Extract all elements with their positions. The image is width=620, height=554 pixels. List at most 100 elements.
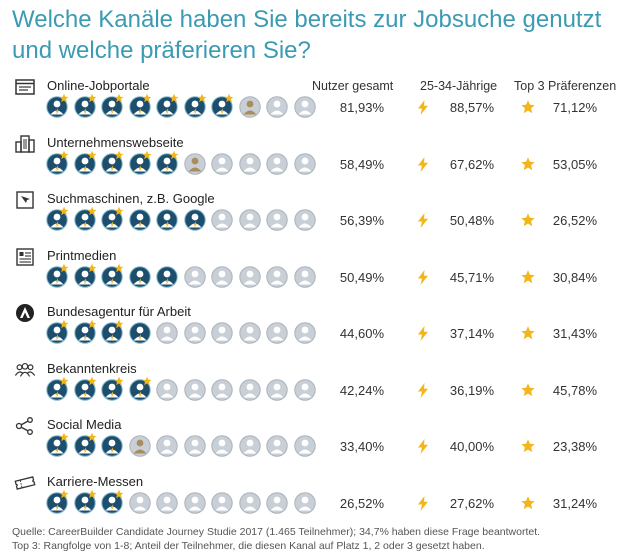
person-filled-icon	[101, 489, 124, 514]
value-total: 50,49%	[339, 269, 384, 285]
person-empty-icon	[266, 435, 288, 457]
person-empty-icon	[156, 378, 178, 401]
channel-label: Bekanntenkreis	[47, 360, 137, 376]
person-empty-icon	[266, 322, 288, 344]
person-empty-icon	[211, 435, 233, 457]
page-title: Welche Kanäle haben Sie bereits zur Jobs…	[12, 6, 602, 64]
value-top3: 71,12%	[552, 100, 597, 115]
person-filled-icon	[156, 209, 178, 231]
table-row: Online-Jobportale 81,93% 88,57% 71,12%	[0, 77, 620, 133]
person-empty-icon	[266, 491, 288, 514]
person-filled-icon	[128, 209, 151, 231]
table-row: Unternehmenswebseite 58,49% 67,62% 53,05%	[0, 134, 620, 190]
person-empty-icon	[293, 322, 316, 344]
person-filled-icon	[156, 265, 178, 288]
person-icon-row	[46, 206, 326, 233]
person-filled-icon	[101, 435, 123, 457]
person-filled-icon	[128, 376, 151, 401]
person-empty-icon	[156, 491, 178, 514]
column-header-total: Nutzer gesamt	[312, 79, 394, 93]
value-total: 44,60%	[339, 326, 384, 341]
person-filled-icon	[46, 150, 69, 175]
value-top3: 31,43%	[552, 326, 597, 341]
person-filled-icon	[211, 93, 234, 118]
person-empty-icon	[293, 96, 316, 118]
star-icon	[521, 213, 535, 232]
value-age-group: 36,19%	[449, 382, 494, 398]
person-empty-icon	[238, 491, 261, 514]
lightning-icon	[417, 382, 429, 403]
lightning-icon	[417, 439, 429, 459]
channel-table: Online-Jobportale 81,93% 88,57% 71,12% Unte…	[0, 77, 620, 516]
person-empty-icon	[238, 322, 261, 344]
person-partial-icon	[128, 435, 151, 457]
person-empty-icon	[293, 265, 316, 288]
person-empty-icon	[183, 322, 206, 344]
lightning-icon	[417, 495, 429, 516]
person-filled-icon	[101, 319, 124, 344]
ticket-icon	[14, 473, 36, 493]
table-row: Social Media 33,40% 40,00% 23,38%	[0, 416, 620, 472]
value-age-group: 88,57%	[449, 100, 494, 115]
value-top3: 23,38%	[552, 439, 597, 454]
value-age-group: 40,00%	[449, 439, 494, 454]
person-empty-icon	[238, 209, 261, 231]
person-empty-icon	[293, 491, 316, 514]
value-top3: 53,05%	[552, 156, 597, 172]
person-empty-icon	[183, 265, 206, 288]
star-icon	[521, 269, 535, 289]
lightning-icon	[417, 213, 429, 233]
browser-window-icon	[14, 77, 36, 97]
people-group-icon	[14, 360, 36, 380]
person-empty-icon	[238, 265, 261, 288]
channel-label: Online-Jobportale	[47, 78, 150, 93]
person-filled-icon	[46, 376, 69, 401]
person-filled-icon	[128, 93, 151, 118]
person-empty-icon	[211, 491, 233, 514]
value-age-group: 37,14%	[449, 326, 494, 341]
person-icon-row	[46, 150, 326, 177]
person-filled-icon	[101, 93, 124, 118]
person-empty-icon	[238, 378, 261, 401]
value-total: 58,49%	[339, 156, 384, 172]
person-empty-icon	[183, 491, 206, 514]
person-empty-icon	[128, 491, 151, 514]
person-icon-row	[46, 93, 326, 120]
person-empty-icon	[266, 152, 288, 175]
person-filled-icon	[46, 93, 69, 118]
person-icon-row	[46, 376, 326, 403]
person-filled-icon	[156, 150, 179, 175]
value-total: 26,52%	[339, 495, 384, 511]
channel-label: Bundesagentur für Arbeit	[47, 304, 191, 319]
search-engine-icon	[14, 190, 36, 210]
source-note: Quelle: CareerBuilder Candidate Journey …	[12, 526, 612, 553]
person-empty-icon	[238, 152, 261, 175]
lightning-icon	[417, 326, 429, 346]
value-top3: 30,84%	[552, 269, 597, 285]
value-age-group: 27,62%	[449, 495, 494, 511]
person-empty-icon	[293, 435, 316, 457]
person-icon-row	[46, 319, 326, 346]
person-filled-icon	[46, 489, 69, 514]
lightning-icon	[417, 269, 429, 290]
table-row: Bundesagentur für Arbeit 44,60% 37,14% 31,…	[0, 303, 620, 359]
person-empty-icon	[183, 378, 206, 401]
value-top3: 45,78%	[552, 382, 597, 398]
person-partial-icon	[183, 152, 206, 175]
person-empty-icon	[293, 152, 316, 175]
person-empty-icon	[266, 378, 288, 401]
value-total: 42,24%	[339, 382, 384, 398]
person-empty-icon	[211, 322, 233, 344]
person-filled-icon	[183, 209, 206, 231]
star-icon	[521, 100, 535, 119]
person-filled-icon	[156, 93, 179, 118]
value-age-group: 50,48%	[449, 213, 494, 228]
person-filled-icon	[73, 206, 96, 231]
value-age-group: 45,71%	[449, 269, 494, 285]
person-filled-icon	[46, 432, 69, 457]
person-empty-icon	[183, 435, 206, 457]
column-header-top3: Top 3 Präferenzen	[514, 79, 617, 93]
person-filled-icon	[101, 263, 124, 288]
person-empty-icon	[266, 209, 288, 231]
person-empty-icon	[293, 209, 316, 231]
